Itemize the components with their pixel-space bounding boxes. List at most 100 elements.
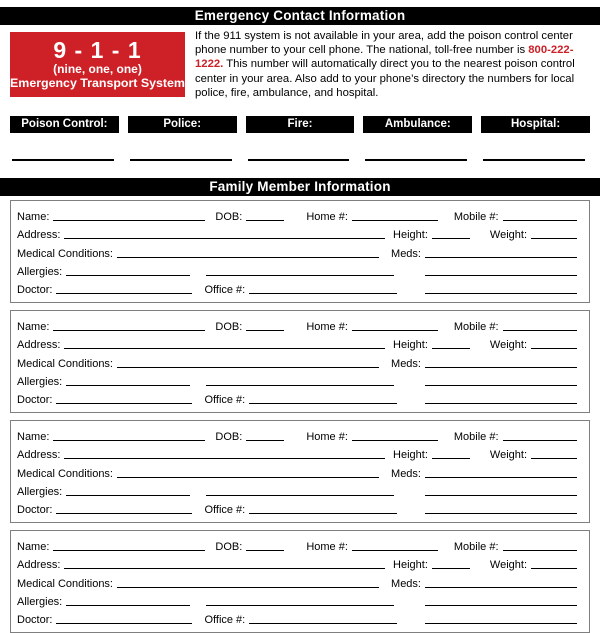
height-line[interactable] xyxy=(431,458,470,460)
medical-conditions-line[interactable] xyxy=(117,586,380,588)
contact-fill-line-poison-control[interactable] xyxy=(12,159,114,162)
meds-label: Meds: xyxy=(391,247,421,260)
meds-extra-line-1[interactable] xyxy=(425,384,577,386)
address-line[interactable] xyxy=(64,568,386,570)
address-line[interactable] xyxy=(64,238,386,240)
dob-line[interactable] xyxy=(246,440,285,442)
meds-extra-line-1[interactable] xyxy=(425,604,577,606)
meds-extra-line-2[interactable] xyxy=(425,403,577,405)
dob-line[interactable] xyxy=(246,220,285,222)
height-line[interactable] xyxy=(431,238,470,240)
dob-line[interactable] xyxy=(246,330,285,332)
weight-line[interactable] xyxy=(531,238,577,240)
contact-label-ambulance: Ambulance: xyxy=(363,116,473,134)
contact-fill-line-fire[interactable] xyxy=(247,159,350,162)
meds-line[interactable] xyxy=(425,256,577,258)
member-row-doctor: Doctor: Office #: xyxy=(17,389,577,406)
911-number: 9 - 1 - 1 xyxy=(53,36,142,63)
911-box: 9 - 1 - 1 (nine, one, one) Emergency Tra… xyxy=(10,32,185,97)
meds-line[interactable] xyxy=(425,476,577,478)
height-line[interactable] xyxy=(431,568,470,570)
contact-fill-line-hospital[interactable] xyxy=(483,159,585,162)
contact-fill-line-ambulance[interactable] xyxy=(365,159,468,162)
office-phone-line[interactable] xyxy=(249,293,398,295)
meds-extra-line-2[interactable] xyxy=(425,513,577,515)
contact-fill-line-police[interactable] xyxy=(129,159,232,162)
name-line[interactable] xyxy=(53,330,206,332)
meds-extra-line-2[interactable] xyxy=(425,293,577,295)
name-label: Name: xyxy=(17,211,50,224)
home-phone-line[interactable] xyxy=(351,220,438,222)
height-label: Height: xyxy=(393,339,428,352)
name-label: Name: xyxy=(17,431,50,444)
office-phone-line[interactable] xyxy=(249,513,398,515)
family-member-block: Name: DOB: Home #: Mobile #: Address: He… xyxy=(10,310,590,414)
meds-extra-line-2[interactable] xyxy=(425,623,577,625)
office-phone-line[interactable] xyxy=(249,623,398,625)
allergies-label: Allergies: xyxy=(17,595,63,608)
doctor-line[interactable] xyxy=(56,293,193,295)
911-system-label: Emergency Transport System xyxy=(10,76,185,91)
home-phone-line[interactable] xyxy=(351,550,438,552)
allergies-line[interactable] xyxy=(66,384,191,386)
medical-conditions-label: Medical Conditions: xyxy=(17,577,113,590)
allergies-label: Allergies: xyxy=(17,265,63,278)
name-line[interactable] xyxy=(53,550,206,552)
poison-control-instructions: If the 911 system is not available in yo… xyxy=(195,29,588,100)
weight-line[interactable] xyxy=(531,458,577,460)
home-phone-label: Home #: xyxy=(306,211,348,224)
dob-label: DOB: xyxy=(215,431,243,444)
doctor-line[interactable] xyxy=(56,403,193,405)
meds-extra-line-1[interactable] xyxy=(425,494,577,496)
medical-conditions-line[interactable] xyxy=(117,366,380,368)
height-line[interactable] xyxy=(431,348,470,350)
contact-column-poison-control: Poison Control: xyxy=(10,116,119,162)
home-phone-label: Home #: xyxy=(306,541,348,554)
address-label: Address: xyxy=(17,229,61,242)
home-phone-label: Home #: xyxy=(306,431,348,444)
doctor-line[interactable] xyxy=(56,513,193,515)
allergies-line[interactable] xyxy=(66,604,191,606)
name-line[interactable] xyxy=(53,440,206,442)
mobile-phone-line[interactable] xyxy=(502,440,577,442)
top-911-section: 9 - 1 - 1 (nine, one, one) Emergency Tra… xyxy=(10,29,588,100)
member-row-address: Address: Height: Weight: xyxy=(17,334,577,351)
name-label: Name: xyxy=(17,541,50,554)
medical-conditions-line[interactable] xyxy=(117,256,380,258)
contact-column-ambulance: Ambulance: xyxy=(363,116,473,162)
member-row-identity: Name: DOB: Home #: Mobile #: xyxy=(17,206,577,223)
height-label: Height: xyxy=(393,449,428,462)
home-phone-line[interactable] xyxy=(351,440,438,442)
allergies-extra-line[interactable] xyxy=(206,604,395,606)
member-row-address: Address: Height: Weight: xyxy=(17,444,577,461)
mobile-phone-line[interactable] xyxy=(502,220,577,222)
meds-line[interactable] xyxy=(425,586,577,588)
911-words: (nine, one, one) xyxy=(53,61,142,76)
member-row-doctor: Doctor: Office #: xyxy=(17,499,577,516)
dob-line[interactable] xyxy=(246,550,285,552)
office-phone-line[interactable] xyxy=(249,403,398,405)
doctor-line[interactable] xyxy=(56,623,193,625)
allergies-line[interactable] xyxy=(66,274,191,276)
home-phone-line[interactable] xyxy=(351,330,438,332)
address-label: Address: xyxy=(17,449,61,462)
meds-line[interactable] xyxy=(425,366,577,368)
allergies-extra-line[interactable] xyxy=(206,494,395,496)
mobile-phone-label: Mobile #: xyxy=(453,541,499,554)
weight-line[interactable] xyxy=(531,348,577,350)
contact-label-fire: Fire: xyxy=(245,116,355,134)
allergies-extra-line[interactable] xyxy=(206,274,395,276)
member-row-allergies: Allergies: xyxy=(17,261,577,278)
allergies-extra-line[interactable] xyxy=(206,384,395,386)
mobile-phone-line[interactable] xyxy=(502,550,577,552)
name-line[interactable] xyxy=(53,220,206,222)
mobile-phone-line[interactable] xyxy=(502,330,577,332)
address-line[interactable] xyxy=(64,348,386,350)
address-line[interactable] xyxy=(64,458,386,460)
meds-extra-line-1[interactable] xyxy=(425,274,577,276)
mobile-phone-label: Mobile #: xyxy=(453,321,499,334)
medical-conditions-line[interactable] xyxy=(117,476,380,478)
weight-line[interactable] xyxy=(531,568,577,570)
doctor-label: Doctor: xyxy=(17,614,53,627)
allergies-line[interactable] xyxy=(66,494,191,496)
